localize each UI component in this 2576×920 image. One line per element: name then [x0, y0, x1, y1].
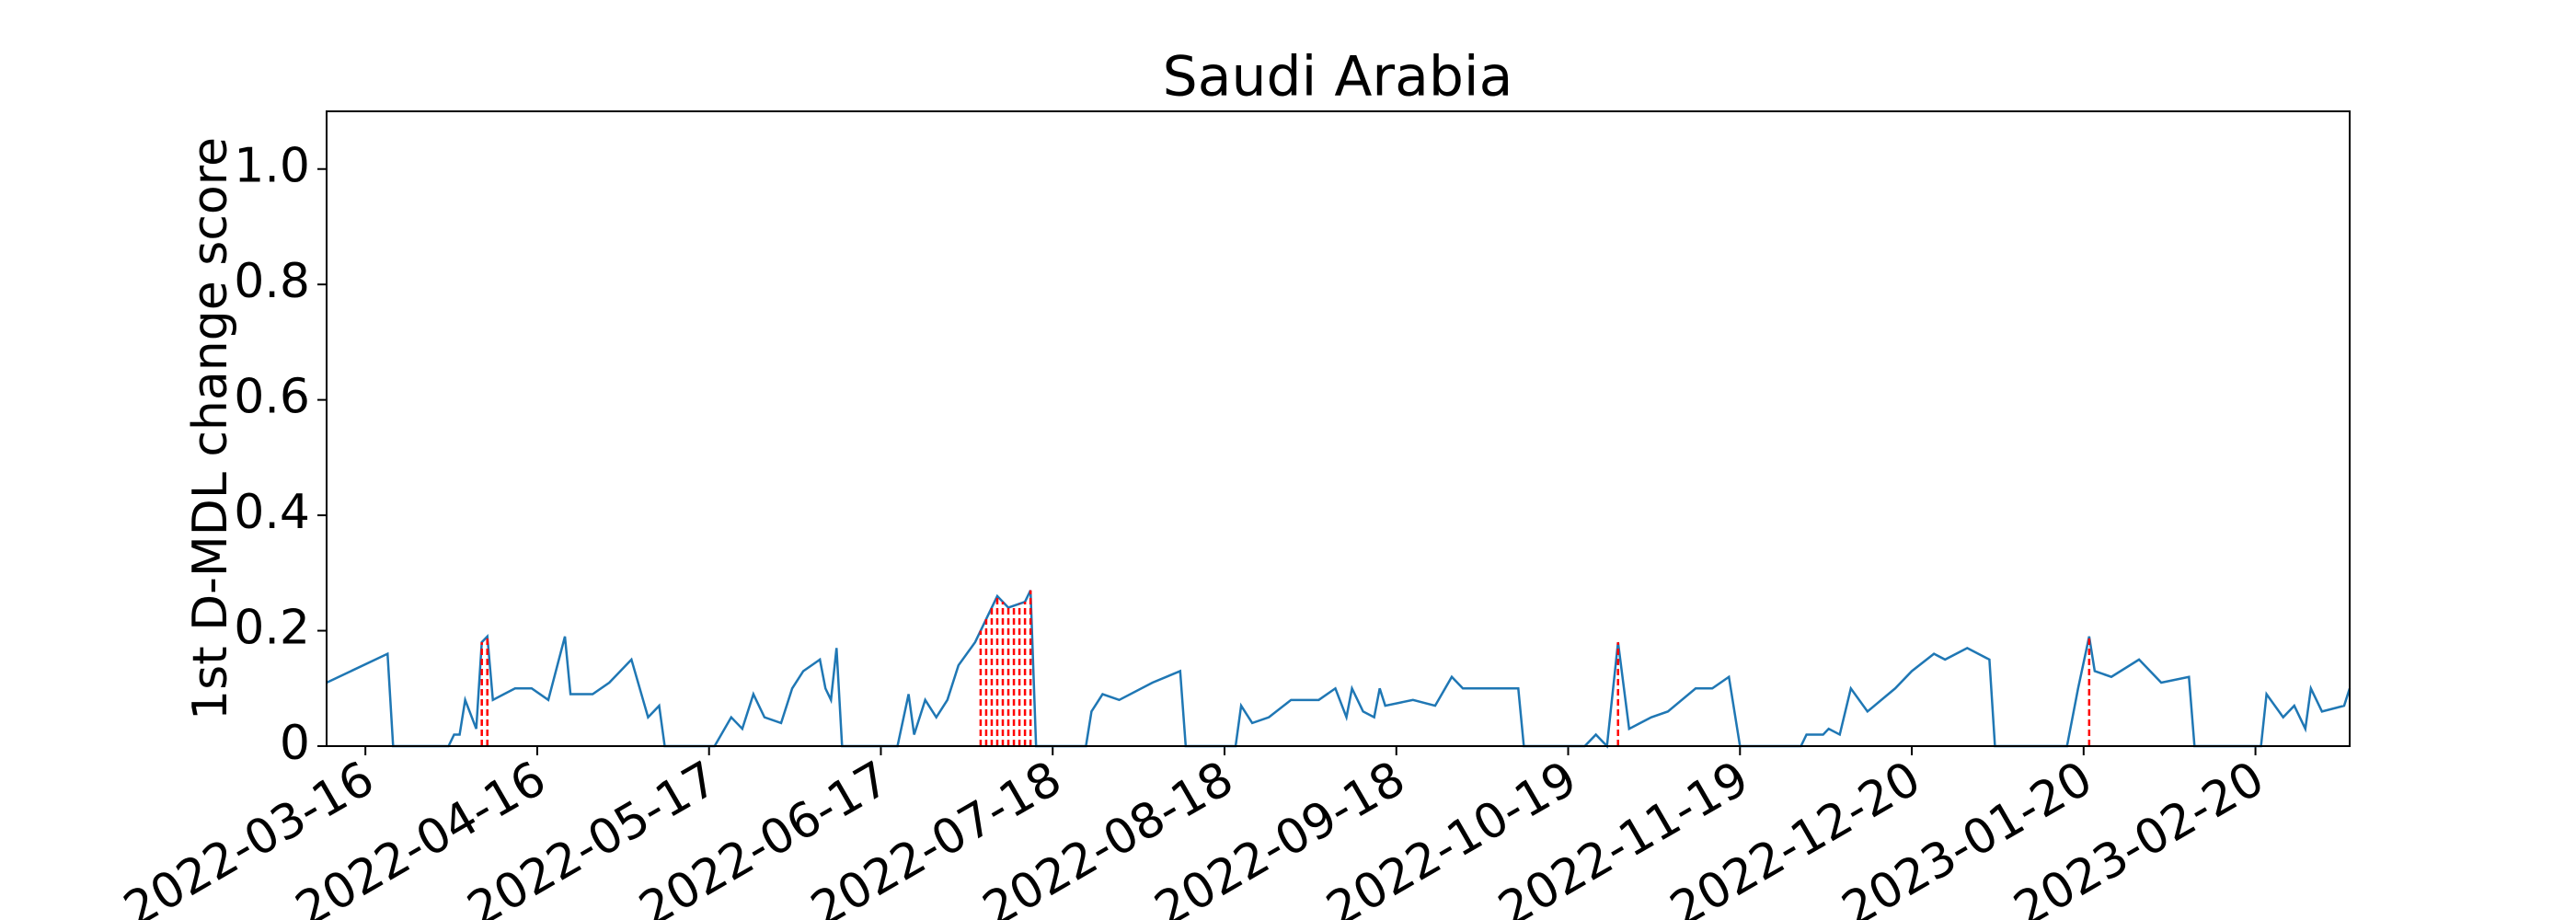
y-tick-label: 1.0: [234, 139, 310, 194]
y-tick-label: 0: [280, 716, 310, 771]
y-tick-label: 0.4: [234, 485, 310, 540]
y-tick-label: 0.8: [234, 254, 310, 309]
plot-frame: [326, 110, 2351, 747]
y-axis-label: 1st D-MDL change score: [183, 137, 238, 720]
series-line: [326, 590, 2352, 749]
y-tick-label: 0.6: [234, 370, 310, 425]
chart-title: Saudi Arabia: [1163, 45, 1513, 109]
y-tick-label: 0.2: [234, 601, 310, 656]
